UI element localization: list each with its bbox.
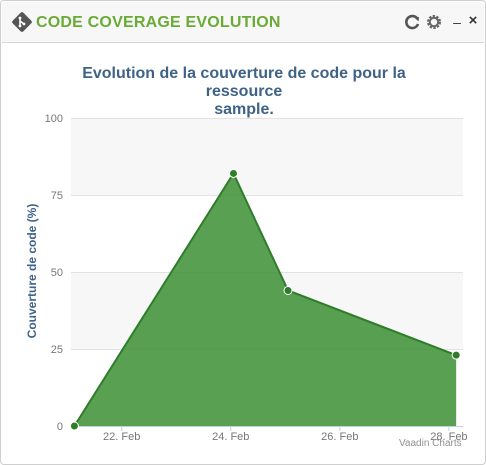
widget-header: CODE COVERAGE EVOLUTION – × <box>2 2 484 43</box>
y-tick-label: 50 <box>51 267 63 279</box>
data-point <box>283 285 293 295</box>
git-logo-icon <box>12 12 32 32</box>
minimize-icon[interactable]: – <box>453 14 461 30</box>
data-point <box>451 350 461 360</box>
data-points <box>69 168 461 431</box>
chart-title: Evolution de la couverture de code pour … <box>61 65 427 119</box>
axes <box>71 426 463 431</box>
y-tick-label: 25 <box>51 344 63 356</box>
x-tick-label: 22. Feb <box>103 431 140 443</box>
widget-title: CODE COVERAGE EVOLUTION <box>36 14 281 31</box>
y-tick-label: 0 <box>57 421 63 433</box>
data-point <box>228 168 238 178</box>
x-tick-label: 26. Feb <box>321 431 358 443</box>
chart-title-text: Evolution de la couverture de code pour … <box>82 65 406 118</box>
series-area <box>73 171 457 427</box>
y-tick-label: 75 <box>51 190 63 202</box>
y-tick-labels: 0 25 50 75 100 <box>45 113 63 433</box>
x-tick-label: 28. Feb <box>430 431 467 443</box>
x-tick-labels: 22. Feb 24. Feb 26. Feb 28. Feb <box>103 431 468 443</box>
y-tick-label: 100 <box>45 113 63 125</box>
plot-band <box>71 118 463 195</box>
y-axis-label: Couverture de code (%) <box>25 203 39 339</box>
chart-credits[interactable]: Vaadin Charts <box>399 438 462 449</box>
refresh-icon[interactable] <box>405 14 421 30</box>
data-point <box>69 421 79 431</box>
series-line <box>73 171 457 427</box>
close-icon[interactable]: × <box>468 12 478 29</box>
area-fill <box>74 173 457 426</box>
gear-icon[interactable] <box>426 14 442 30</box>
x-tick-label: 24. Feb <box>212 431 249 443</box>
